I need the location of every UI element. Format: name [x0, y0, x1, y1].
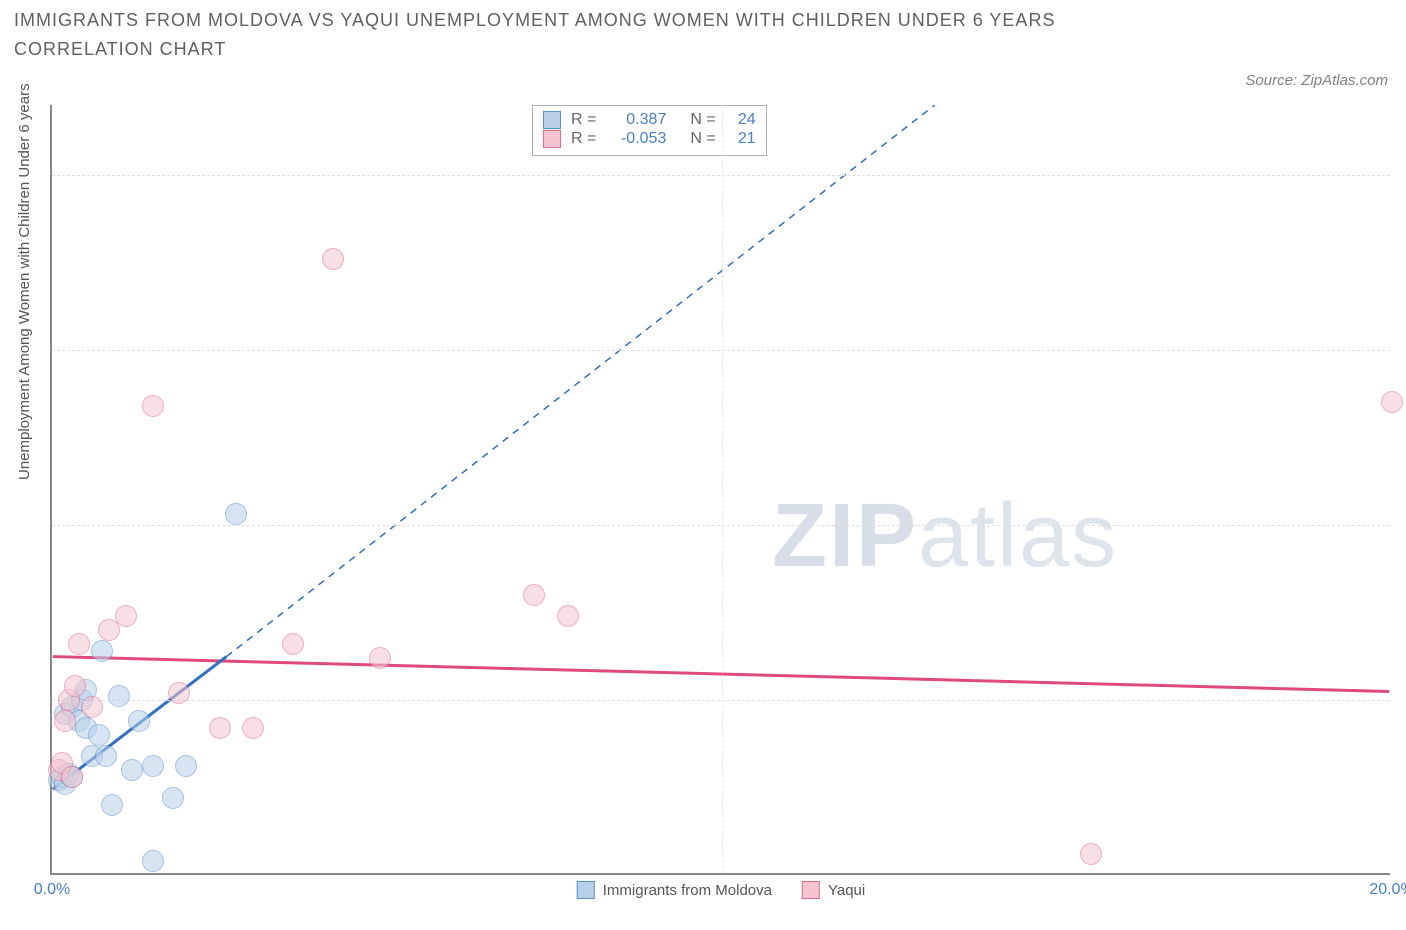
- chart-title: IMMIGRANTS FROM MOLDOVA VS YAQUI UNEMPLO…: [14, 6, 1114, 64]
- data-point: [209, 717, 231, 739]
- legend-n-label: N =: [690, 111, 715, 129]
- legend-swatch: [543, 130, 561, 148]
- series-legend: Immigrants from Moldova Yaqui: [577, 881, 865, 899]
- watermark-light: atlas: [918, 486, 1118, 586]
- gridline-h: [52, 525, 1390, 526]
- watermark-bold: ZIP: [772, 486, 918, 586]
- y-tick-label: 25.0%: [1400, 516, 1406, 534]
- data-point: [162, 787, 184, 809]
- gridline-h: [52, 700, 1390, 701]
- data-point: [61, 766, 83, 788]
- data-point: [68, 633, 90, 655]
- data-point: [225, 503, 247, 525]
- data-point: [142, 755, 164, 777]
- y-tick-label: 12.5%: [1400, 691, 1406, 709]
- data-point: [128, 710, 150, 732]
- legend-n-value: 24: [726, 111, 756, 129]
- data-point: [322, 248, 344, 270]
- data-point: [1080, 843, 1102, 865]
- legend-r-value: -0.053: [606, 130, 666, 148]
- y-tick-label: 50.0%: [1400, 166, 1406, 184]
- data-point: [282, 633, 304, 655]
- correlation-legend: R = 0.387 N = 24 R = -0.053 N = 21: [532, 105, 767, 156]
- data-point: [81, 696, 103, 718]
- gridline-h: [52, 175, 1390, 176]
- data-point: [121, 759, 143, 781]
- scatter-plot-area: ZIPatlas R =0.387N =24R =-0.053N =21 Imm…: [50, 105, 1390, 875]
- data-point: [168, 682, 190, 704]
- legend-n-label: N =: [690, 130, 715, 148]
- data-point: [108, 685, 130, 707]
- data-point: [95, 745, 117, 767]
- legend-swatch: [577, 881, 595, 899]
- gridline-v: [722, 105, 723, 873]
- data-point: [142, 850, 164, 872]
- data-point: [54, 710, 76, 732]
- data-point: [557, 605, 579, 627]
- data-point: [175, 755, 197, 777]
- legend-label: Immigrants from Moldova: [603, 882, 772, 899]
- source-attribution: Source: ZipAtlas.com: [1245, 72, 1388, 89]
- legend-swatch: [802, 881, 820, 899]
- trend-lines-layer: [52, 105, 1390, 873]
- legend-r-label: R =: [571, 130, 596, 148]
- legend-item: Immigrants from Moldova: [577, 881, 772, 899]
- legend-n-value: 21: [726, 130, 756, 148]
- legend-item: Yaqui: [802, 881, 865, 899]
- legend-stats-row: R = -0.053 N = 21: [543, 130, 756, 148]
- watermark: ZIPatlas: [772, 485, 1118, 588]
- x-tick-label: 20.0%: [1369, 881, 1406, 899]
- gridline-h: [52, 350, 1390, 351]
- legend-r-label: R =: [571, 111, 596, 129]
- data-point: [142, 395, 164, 417]
- data-point: [523, 584, 545, 606]
- legend-label: Yaqui: [828, 882, 865, 899]
- legend-r-value: 0.387: [606, 111, 666, 129]
- y-axis-label: Unemployment Among Women with Children U…: [16, 83, 33, 480]
- data-point: [369, 647, 391, 669]
- data-point: [1381, 391, 1403, 413]
- source-value: ZipAtlas.com: [1301, 72, 1388, 89]
- data-point: [88, 724, 110, 746]
- data-point: [91, 640, 113, 662]
- source-label: Source:: [1245, 72, 1297, 89]
- legend-stats-row: R = 0.387 N = 24: [543, 111, 756, 129]
- y-tick-label: 37.5%: [1400, 341, 1406, 359]
- data-point: [101, 794, 123, 816]
- data-point: [242, 717, 264, 739]
- legend-swatch: [543, 111, 561, 129]
- data-point: [115, 605, 137, 627]
- x-tick-label: 0.0%: [34, 881, 70, 899]
- data-point: [64, 675, 86, 697]
